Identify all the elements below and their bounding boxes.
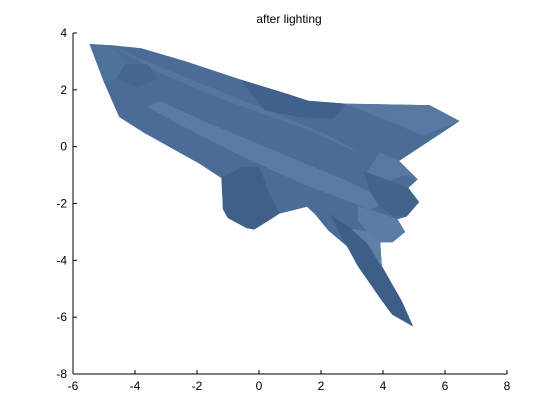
y-tick-label: -8: [56, 367, 67, 381]
shuttle-facet: [345, 103, 460, 136]
shuttle-facet: [221, 166, 280, 230]
shuttle-facet: [116, 64, 157, 88]
x-tick-label: 0: [256, 379, 263, 393]
y-tick-label: -2: [56, 197, 67, 211]
x-tick-label: -2: [192, 379, 203, 393]
y-tick-label: -6: [56, 310, 67, 324]
shuttle-body: [89, 44, 460, 327]
x-tick-label: -4: [130, 379, 141, 393]
shuttle-facet: [113, 45, 359, 153]
shuttle-facet: [364, 171, 420, 217]
x-tick-label: 8: [504, 379, 511, 393]
shuttle-facet: [240, 79, 347, 119]
shuttle-facet: [147, 100, 390, 210]
x-tick-label: 2: [318, 379, 325, 393]
shuttle-facet: [367, 152, 418, 182]
x-tick-label: -6: [68, 379, 79, 393]
y-tick-label: -4: [56, 253, 67, 267]
shape-layer: [89, 44, 460, 327]
y-tick-label: 2: [60, 83, 67, 97]
y-tick-label: 0: [60, 140, 67, 154]
chart-title: after lighting: [256, 12, 321, 26]
x-tick-label: 6: [442, 379, 449, 393]
x-tick-label: 4: [380, 379, 387, 393]
shuttle-facet: [351, 228, 382, 267]
y-tick-label: 4: [60, 26, 67, 40]
shuttle-facet: [357, 206, 406, 243]
